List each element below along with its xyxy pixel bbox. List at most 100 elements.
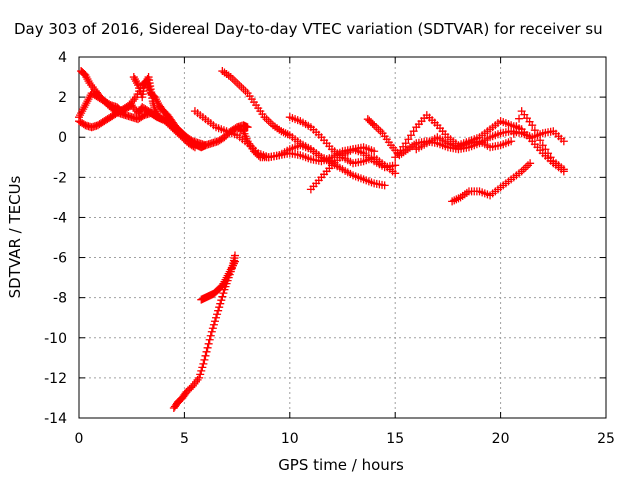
- data-point: [512, 122, 521, 131]
- data-point: [222, 273, 231, 282]
- data-point: [216, 299, 225, 308]
- y-tick-label: 0: [58, 130, 67, 146]
- data-point: [201, 351, 210, 360]
- data-point: [226, 265, 235, 274]
- data-point: [533, 131, 542, 140]
- data-point: [254, 151, 263, 160]
- data-point: [391, 161, 400, 170]
- data-point: [207, 327, 216, 336]
- data-point: [524, 161, 533, 170]
- data-point: [209, 320, 218, 329]
- data-point: [213, 310, 222, 319]
- data-point: [210, 317, 219, 326]
- data-point: [243, 123, 252, 132]
- data-point: [233, 79, 242, 88]
- data-point: [125, 101, 134, 110]
- data-point: [78, 107, 87, 116]
- data-point: [452, 195, 461, 204]
- x-tick-label: 0: [75, 431, 84, 447]
- data-point: [215, 303, 224, 312]
- data-point: [541, 145, 550, 154]
- data-point: [197, 366, 206, 375]
- y-tick-label: 2: [58, 90, 67, 106]
- data-point: [546, 153, 555, 162]
- x-tick-label: 20: [492, 431, 510, 447]
- y-tick-label: -14: [44, 411, 67, 427]
- data-point: [519, 165, 528, 174]
- data-point: [407, 131, 416, 140]
- data-point: [88, 83, 97, 92]
- data-point: [218, 281, 227, 290]
- data-point: [203, 343, 212, 352]
- y-axis-label: SDTVAR / TECUs: [6, 175, 24, 298]
- x-tick-label: 5: [180, 431, 189, 447]
- data-point: [219, 279, 228, 288]
- data-point: [204, 339, 213, 348]
- data-point: [224, 269, 233, 278]
- y-tick-label: -10: [44, 331, 67, 347]
- data-point: [374, 125, 383, 134]
- data-point: [223, 271, 232, 280]
- data-point: [241, 87, 250, 96]
- data-point: [84, 95, 93, 104]
- data-point: [225, 267, 234, 276]
- data-point: [79, 105, 88, 114]
- data-point: [221, 275, 230, 284]
- data-point: [151, 107, 160, 116]
- data-point: [409, 127, 418, 136]
- data-point: [80, 103, 89, 112]
- data-point: [188, 381, 197, 390]
- data-point: [262, 115, 271, 124]
- data-point: [536, 136, 545, 145]
- data-point: [266, 119, 275, 128]
- data-point: [544, 149, 553, 158]
- data-point: [143, 75, 152, 84]
- data-point: [219, 289, 228, 298]
- data-point: [528, 121, 537, 130]
- x-axis-label: GPS time / hours: [278, 456, 404, 474]
- axis-ticks: [78, 56, 607, 419]
- data-point: [229, 259, 238, 268]
- chart-title: Day 303 of 2016, Sidereal Day-to-day VTE…: [14, 20, 603, 38]
- y-tick-label: -4: [53, 210, 67, 226]
- data-point: [237, 83, 246, 92]
- data-point: [202, 347, 211, 356]
- data-point: [559, 137, 568, 146]
- data-point: [509, 129, 518, 138]
- data-point: [281, 129, 290, 138]
- x-tick-label: 10: [281, 431, 299, 447]
- data-point: [380, 181, 389, 190]
- data-point: [239, 85, 248, 94]
- data-point: [87, 81, 96, 90]
- data-point: [155, 113, 164, 122]
- data-points: [75, 67, 568, 412]
- data-point: [132, 79, 141, 88]
- data-point: [76, 111, 85, 120]
- data-point: [521, 163, 530, 172]
- data-point: [206, 331, 215, 340]
- data-point: [227, 263, 236, 272]
- data-point: [130, 95, 139, 104]
- x-tick-label: 25: [597, 431, 615, 447]
- data-point: [84, 77, 93, 86]
- y-tick-label: -6: [53, 251, 67, 267]
- data-point: [196, 370, 205, 379]
- data-point: [152, 109, 161, 118]
- data-point: [81, 101, 90, 110]
- data-point: [140, 81, 149, 90]
- data-point: [205, 335, 214, 344]
- data-point: [220, 277, 229, 286]
- data-point: [85, 79, 94, 88]
- data-point: [368, 119, 377, 128]
- data-point: [404, 135, 413, 144]
- data-point: [526, 159, 535, 168]
- data-point: [190, 379, 199, 388]
- y-tick-label: -12: [44, 371, 67, 387]
- data-point: [230, 77, 239, 86]
- data-point: [228, 261, 237, 270]
- data-point: [264, 117, 273, 126]
- x-tick-label: 15: [386, 431, 404, 447]
- data-point: [372, 123, 381, 132]
- data-point: [83, 97, 92, 106]
- data-point: [218, 292, 227, 301]
